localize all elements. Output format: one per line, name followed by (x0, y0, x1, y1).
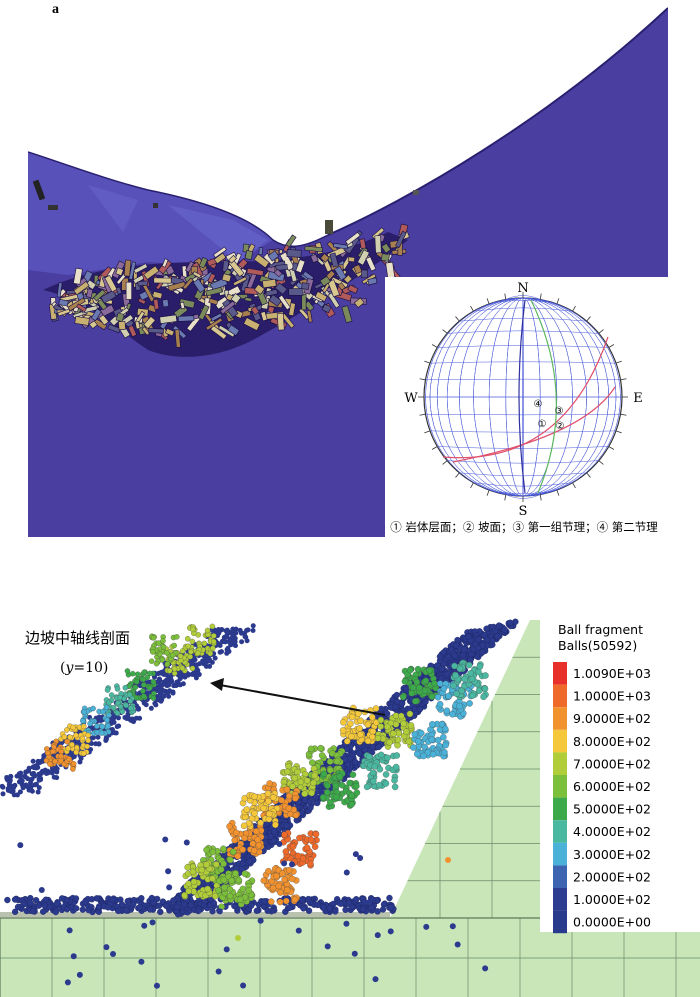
legend-title-2: Balls(50592) (558, 638, 637, 653)
stereonet-south: S (519, 504, 528, 519)
legend-label: 7.0000E+02 (573, 756, 651, 771)
inset-arrow (219, 684, 386, 716)
stereonet-marker-4: ④ (534, 399, 543, 410)
legend-label: 6.0000E+02 (573, 779, 651, 794)
panel-a-label: a (52, 2, 59, 17)
legend-label: 1.0000E+02 (573, 892, 651, 907)
legend-swatch (553, 910, 567, 934)
legend-swatch (553, 752, 567, 775)
legend-label: 9.0000E+02 (573, 711, 651, 726)
legend-label: 3.0000E+02 (573, 847, 651, 862)
stereonet-marker-1: ① (538, 419, 547, 430)
stereonet-marker-3: ③ (555, 406, 564, 417)
slope-ridge-line (327, 7, 668, 236)
legend-swatch (553, 684, 567, 708)
legend: Ball fragment Balls(50592) 1.0090E+031.0… (540, 612, 700, 934)
debris-blocks (48, 223, 410, 348)
slope-face-light (28, 152, 273, 275)
legend-label: 4.0000E+02 (573, 824, 651, 839)
panel-b-particle-model: 边坡中轴线剖面 (y=10) Ball fragment Balls(50592… (0, 590, 700, 997)
inset-particle-balls (0, 623, 256, 798)
ground-slab (0, 918, 700, 997)
legend-label: 2.0000E+02 (573, 869, 651, 884)
legend-swatch (553, 842, 567, 866)
legend-swatch (553, 707, 567, 730)
centerline-section-inset: 边坡中轴线剖面 (y=10) (0, 590, 260, 798)
legend-swatch (553, 662, 567, 685)
stereonet-north: N (517, 281, 528, 296)
stereonet-inset: N S E W ④ ③ ① ② ① 岩体层面；② 坡面；③ 第一组节理；④ 第二… (385, 277, 668, 537)
legend-swatch (553, 775, 567, 798)
legend-swatch (553, 820, 567, 843)
stereonet-west: W (404, 391, 418, 406)
legend-title-1: Ball fragment (558, 622, 643, 637)
legend-swatch (553, 797, 567, 821)
legend-label: 1.0090E+03 (573, 666, 651, 681)
legend-label: 1.0000E+03 (573, 689, 651, 704)
stereonet-net (418, 292, 628, 502)
stereonet-marker-2: ② (556, 421, 565, 432)
legend-entries: 1.0090E+03 1.0000E+03 9.0000E+02 8.0000E+02… (553, 662, 651, 934)
panel-a-slope-model: N S E W ④ ③ ① ② ① 岩体层面；② 坡面；③ 第一组节理；④ 第二… (28, 7, 668, 537)
stereonet-caption: ① 岩体层面；② 坡面；③ 第一组节理；④ 第二节理 (390, 520, 658, 534)
legend-label: 0.0000E+00 (573, 915, 651, 930)
stereonet-east: E (633, 391, 643, 406)
legend-swatch (553, 865, 567, 888)
legend-label: 8.0000E+02 (573, 734, 651, 749)
legend-label: 5.0000E+02 (573, 802, 651, 817)
inset-title: 边坡中轴线剖面 (25, 629, 130, 647)
legend-swatch (553, 729, 567, 753)
inset-subtitle: (y=10) (60, 660, 108, 676)
legend-swatch (553, 888, 567, 911)
particle-balls (4, 618, 519, 989)
